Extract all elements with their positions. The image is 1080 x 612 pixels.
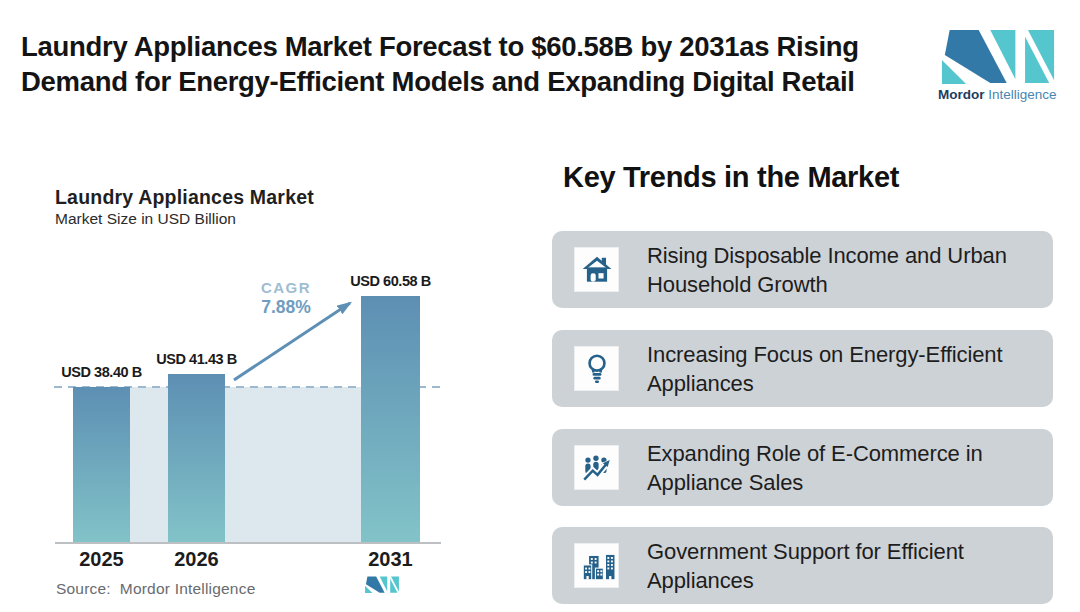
trend-card-text: Increasing Focus on Energy-Efficient App… (647, 340, 1053, 398)
bar-2031 (361, 296, 420, 543)
trend-card-text: Rising Disposable Income and Urban House… (647, 241, 1053, 299)
cagr-value: 7.88% (244, 297, 328, 318)
page-title: Laundry Appliances Market Forecast to $6… (21, 30, 859, 99)
x-axis-line (55, 542, 441, 544)
lightbulb-icon (574, 346, 619, 391)
brand-name: Mordor Intelligence (938, 87, 1068, 102)
x-axis-label: 2026 (174, 548, 219, 571)
trends-heading: Key Trends in the Market (563, 161, 899, 194)
mordor-logo-small-icon (365, 576, 399, 594)
x-axis-label: 2031 (368, 548, 413, 571)
mordor-intelligence-logo-icon (940, 28, 1056, 86)
house-icon (574, 247, 619, 292)
bar-2025 (73, 387, 130, 544)
bar-value-label: USD 60.58 B (350, 273, 430, 289)
bar-value-label: USD 41.43 B (156, 351, 236, 367)
chart-source: Source: Mordor Intelligence (56, 580, 255, 598)
bar-value-label: USD 38.40 B (61, 364, 141, 380)
cagr-annotation: CAGR 7.88% (244, 279, 328, 318)
trend-card-text: Government Support for Efficient Applian… (647, 537, 1053, 595)
trend-card-income: Rising Disposable Income and Urban House… (552, 231, 1053, 308)
bar-2026 (168, 374, 225, 543)
trend-card-energy: Increasing Focus on Energy-Efficient App… (552, 330, 1053, 407)
cagr-label: CAGR (244, 279, 328, 296)
trend-card-ecommerce: Expanding Role of E-Commerce in Applianc… (552, 429, 1053, 506)
trend-card-government: Government Support for Efficient Applian… (552, 527, 1053, 604)
x-axis-label: 2025 (79, 548, 124, 571)
chart-subtitle: Market Size in USD Billion (55, 210, 236, 228)
trend-card-text: Expanding Role of E-Commerce in Applianc… (647, 439, 1053, 497)
ecommerce-growth-icon (574, 445, 619, 490)
buildings-icon (574, 543, 619, 588)
chart-title: Laundry Appliances Market (55, 186, 314, 209)
